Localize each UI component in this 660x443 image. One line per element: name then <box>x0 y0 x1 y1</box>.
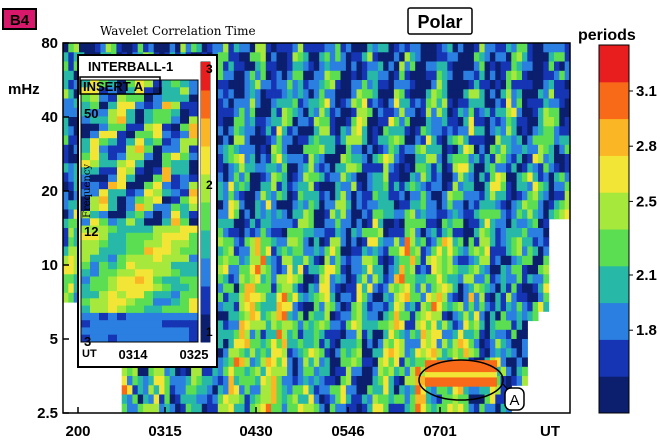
x-tick-label: 0701 <box>423 423 456 440</box>
inset-colorbar-swatch <box>201 146 210 175</box>
inset-y-axis-label: Frequency <box>82 164 93 218</box>
inset-title: INTERBALL-1 <box>88 59 173 74</box>
colorbar-swatch <box>599 302 629 340</box>
colorbar-swatch <box>599 155 629 193</box>
colorbar-tick-label: 1.8 <box>636 322 657 339</box>
colorbar-tick-label: 2.1 <box>636 267 657 284</box>
inset-plot-frame <box>80 79 199 343</box>
colorbar-swatch <box>599 376 629 414</box>
x-tick-label: 0546 <box>331 423 364 440</box>
colorbar-swatch <box>599 192 629 230</box>
inset-colorbar <box>201 62 210 343</box>
colorbar-swatch <box>599 81 629 120</box>
y-axis-label: mHz <box>8 81 40 98</box>
polar-title-box <box>407 7 473 35</box>
inset-colorbar-tick-label: 3 <box>206 62 213 76</box>
inset-colorbar-swatch <box>201 258 210 287</box>
colorbar-swatch <box>599 45 629 83</box>
panel-label: B4 <box>10 12 30 29</box>
inset-x-tick-label: 0325 <box>180 347 209 362</box>
inset-colorbar-swatch <box>201 174 210 203</box>
y-tick-label: 10 <box>41 257 58 274</box>
inset-label-box <box>79 76 161 95</box>
main-axis-ticks <box>63 42 441 414</box>
colorbar-frame <box>598 44 630 414</box>
y-tick-label: 80 <box>41 35 58 52</box>
colorbar-tick-label: 2.5 <box>636 193 657 210</box>
colorbar-swatch <box>599 339 629 377</box>
colorbar-title: periods <box>578 27 636 44</box>
x-tick-label: 200 <box>65 423 90 440</box>
x-tick-labels: 200 0315 0430 0546 0701 UT <box>65 423 560 440</box>
y-tick-label: 20 <box>41 183 58 200</box>
inset-y-tick-label: 50 <box>84 106 98 121</box>
inset-x-tick-label: 0314 <box>119 347 149 362</box>
colorbar: 3.1 2.8 2.5 2.1 1.8 <box>598 44 657 414</box>
region-a-label: A <box>509 392 519 409</box>
inset-title-bg <box>81 58 199 74</box>
inset-label: INSERT A <box>83 79 144 94</box>
colorbar-swatch <box>599 265 629 304</box>
y-tick-label: 40 <box>41 109 58 126</box>
x-tick-label: 0430 <box>239 423 272 440</box>
y-tick-labels: 80 40 20 10 5 2.5 <box>37 35 58 422</box>
colorbar-swatch <box>599 118 629 156</box>
inset-colorbar-swatch <box>201 286 210 315</box>
inset-colorbar-tick-label: 2 <box>206 178 213 192</box>
inset-colorbar-swatch <box>201 202 210 231</box>
region-a-label-box <box>504 387 525 411</box>
inset-y-tick-label: 12 <box>84 224 98 239</box>
inset-colorbar-swatch <box>201 62 210 91</box>
x-tick-label: 0315 <box>148 423 181 440</box>
inset-colorbar-swatch <box>201 118 210 147</box>
inset-heatmap <box>81 80 198 342</box>
panel-label-box <box>2 8 37 30</box>
y-tick-label: 5 <box>50 331 58 348</box>
inset-x-tick-label: UT <box>82 348 97 360</box>
polar-title: Polar <box>417 12 462 32</box>
x-tick-label: UT <box>540 423 560 440</box>
colorbar-swatch <box>599 229 629 267</box>
y-tick-label: 2.5 <box>37 405 58 422</box>
inset-y-tick-label: 3 <box>84 334 91 349</box>
inset-colorbar-swatch <box>201 230 210 259</box>
region-a-ellipse <box>418 359 504 401</box>
inset-colorbar-swatch <box>201 314 210 343</box>
colorbar-tick-label: 2.8 <box>636 138 657 155</box>
colorbar-tick-label: 3.1 <box>636 83 657 100</box>
chart-title: Wavelet Correlation Time <box>100 24 256 38</box>
inset-colorbar-tick-label: 1 <box>206 325 213 339</box>
main-plot-frame <box>62 42 571 414</box>
inset-colorbar-swatch <box>201 90 210 119</box>
